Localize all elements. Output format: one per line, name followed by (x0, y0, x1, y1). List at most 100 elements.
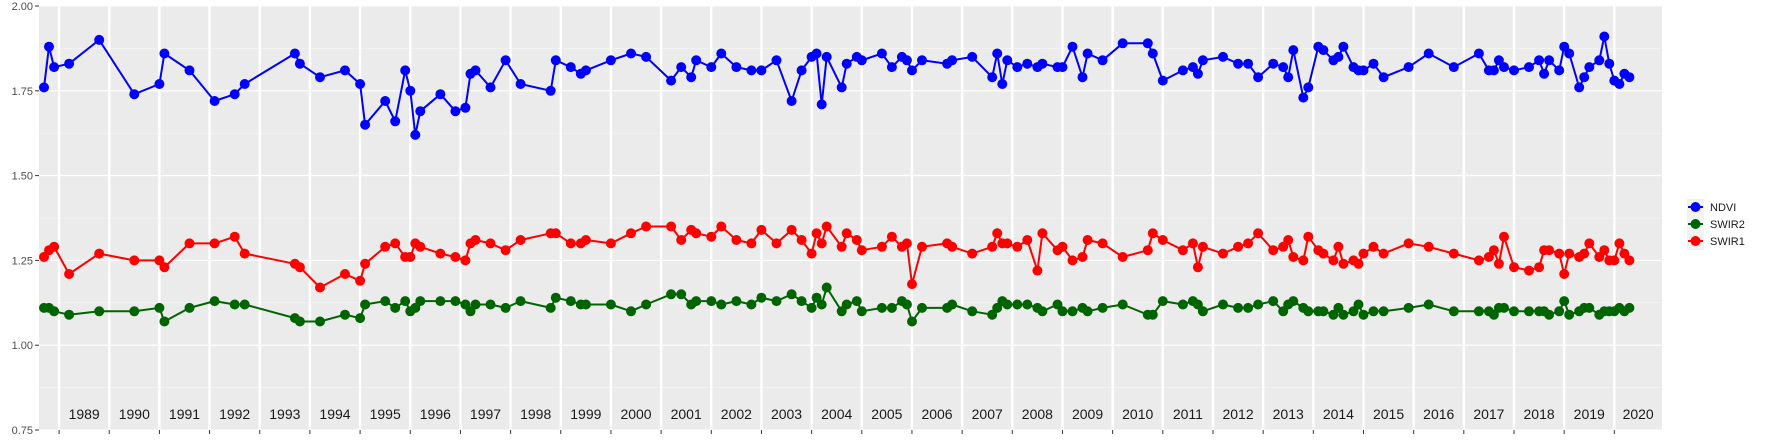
data-point (992, 48, 1003, 59)
data-point (907, 316, 917, 327)
data-point (1268, 296, 1279, 307)
year-label: 2014 (1323, 406, 1354, 422)
data-point (626, 306, 636, 317)
data-point (1218, 248, 1228, 259)
data-point (886, 231, 897, 242)
data-point (390, 302, 401, 313)
data-point (380, 241, 391, 252)
data-point (716, 221, 727, 232)
data-point (390, 116, 401, 127)
year-label: 2002 (721, 406, 752, 422)
data-point (1157, 75, 1168, 86)
year-label: 1996 (420, 406, 451, 422)
data-point (1554, 306, 1565, 317)
data-point (917, 302, 927, 313)
data-point (460, 102, 471, 113)
data-point (851, 296, 862, 307)
data-point (1268, 58, 1279, 69)
data-point (1022, 58, 1033, 69)
legend-item-swir2: SWIR2 (1687, 216, 1745, 233)
data-point (1358, 309, 1369, 320)
data-point (841, 228, 852, 239)
data-point (1448, 248, 1459, 259)
data-point (129, 255, 140, 266)
data-point (1509, 262, 1519, 273)
data-point (550, 292, 561, 303)
data-point (1243, 302, 1254, 313)
data-point (947, 241, 958, 252)
data-point (1243, 58, 1254, 69)
data-point (565, 238, 576, 249)
data-point (917, 241, 927, 252)
data-point (1147, 48, 1158, 59)
y-tick-label: 2.00 (12, 1, 33, 13)
data-point (1499, 231, 1509, 242)
data-point (1318, 306, 1329, 317)
data-point (811, 292, 822, 303)
data-point (1037, 228, 1048, 239)
data-point (1177, 65, 1188, 76)
year-label: 1997 (470, 406, 501, 422)
data-point (1524, 265, 1534, 276)
data-point (580, 65, 591, 76)
data-point (1077, 252, 1088, 262)
data-point (836, 82, 847, 93)
data-point (1488, 245, 1499, 256)
data-point (380, 296, 391, 307)
data-point (1082, 48, 1093, 59)
year-label: 2011 (1173, 406, 1203, 422)
data-point (1022, 235, 1033, 245)
data-point (355, 79, 366, 89)
year-label: 2018 (1524, 406, 1555, 422)
data-point (676, 289, 687, 300)
data-point (239, 79, 250, 89)
data-point (992, 228, 1003, 239)
data-point (1473, 255, 1484, 266)
data-point (1599, 31, 1610, 42)
data-point (1318, 248, 1329, 259)
data-point (1368, 58, 1379, 69)
data-point (856, 245, 867, 256)
data-point (1338, 258, 1349, 269)
data-point (1378, 248, 1389, 259)
data-point (545, 302, 556, 313)
data-point (901, 299, 912, 310)
data-point (154, 79, 165, 89)
data-point (876, 48, 887, 59)
data-point (415, 106, 426, 117)
data-point (1022, 299, 1033, 310)
data-point (1579, 72, 1590, 83)
data-point (1493, 55, 1504, 66)
data-point (315, 72, 325, 83)
data-point (1082, 235, 1093, 245)
data-point (1624, 255, 1635, 266)
data-point (1082, 306, 1093, 317)
data-point (39, 82, 49, 93)
data-point (1614, 238, 1625, 249)
data-point (1253, 299, 1264, 310)
series-swir1 (39, 221, 1635, 293)
data-point (626, 48, 636, 59)
data-point (470, 235, 481, 245)
data-point (94, 248, 105, 259)
data-point (1524, 306, 1534, 317)
data-point (876, 241, 887, 252)
data-point (1012, 299, 1023, 310)
data-point (1423, 241, 1434, 252)
data-point (1157, 235, 1168, 245)
data-point (771, 55, 782, 66)
data-point (545, 85, 556, 96)
data-point (786, 224, 797, 235)
data-point (1318, 45, 1329, 56)
data-point (435, 296, 446, 307)
data-point (129, 89, 140, 100)
data-point (405, 252, 416, 262)
data-point (666, 75, 677, 86)
data-point (746, 299, 757, 310)
year-label: 2006 (921, 406, 952, 422)
data-point (229, 299, 240, 310)
data-point (1218, 51, 1228, 62)
data-point (1353, 258, 1364, 269)
data-point (856, 306, 867, 317)
data-point (706, 296, 717, 307)
